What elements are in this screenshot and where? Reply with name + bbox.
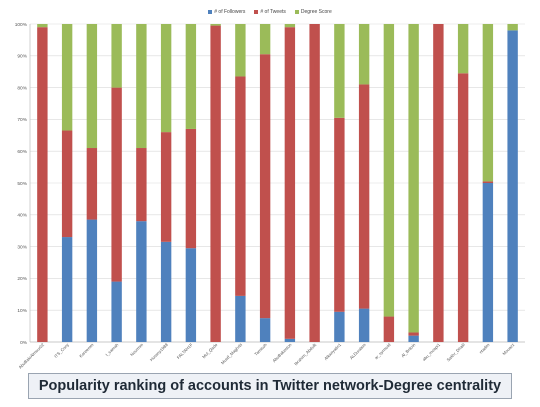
bar-segment-followers — [185, 248, 197, 342]
x-tick-label: Kareemm — [78, 342, 95, 359]
bar-segment-degree — [358, 24, 370, 85]
chart-area: # of Followers # of Tweets Degree Score … — [0, 9, 540, 370]
bar-segment-tweets — [284, 27, 296, 339]
bar-segment-followers — [111, 281, 122, 342]
bar-segment-degree — [507, 24, 518, 31]
bar-segment-followers — [136, 221, 147, 342]
y-tick-label: 70% — [17, 117, 27, 123]
bar-segment-degree — [111, 24, 122, 88]
bar-segment-followers — [358, 308, 370, 342]
y-tick-label: 0% — [20, 340, 28, 346]
bar-segment-tweets — [185, 128, 197, 249]
x-tick-label: Mustf_Maghrbi — [220, 342, 243, 365]
legend-swatch-tweets — [254, 10, 259, 14]
bar-segment-tweets — [309, 24, 320, 342]
x-tick-label: abu_moapi1 — [421, 342, 441, 362]
x-tick-label: I_samah — [104, 342, 119, 357]
y-tick-label: 80% — [17, 85, 27, 91]
x-tick-label: AbuBakrAlmour02 — [18, 342, 46, 370]
y-tick-label: 20% — [17, 276, 27, 282]
bar-segment-degree — [86, 24, 98, 149]
x-tick-label: Sakhr_Dhalil — [446, 342, 466, 362]
x-tick-label: Mouazz — [501, 342, 515, 356]
bar-segment-degree — [259, 24, 271, 55]
x-tick-label: ITS_Cony — [53, 342, 70, 359]
chart-caption: Popularity ranking of accounts in Twitte… — [28, 373, 512, 399]
y-tick-label: 100% — [15, 22, 28, 28]
bar-segment-degree — [160, 24, 172, 133]
y-tick-label: 10% — [17, 308, 27, 314]
legend-item-degree: Degree Score — [294, 9, 332, 15]
bar-segment-followers — [86, 219, 98, 342]
legend-item-tweets: # of Tweets — [254, 9, 286, 15]
bar-segment-followers — [408, 335, 419, 342]
bar-segment-tweets — [111, 87, 122, 282]
legend-label-degree: Degree Score — [300, 9, 332, 15]
legend-swatch-followers — [208, 10, 213, 14]
bar-segment-degree — [334, 24, 345, 118]
legend-label-followers: # of Followers — [214, 9, 246, 15]
x-tick-label: AbuBakeston — [271, 342, 293, 364]
bar-segment-tweets — [433, 24, 444, 342]
bar-segment-degree — [185, 24, 197, 129]
y-tick-label: 90% — [17, 54, 27, 60]
bar-segment-tweets — [334, 117, 345, 312]
x-tick-label: ntadim — [478, 342, 491, 355]
bar-segment-tweets — [210, 25, 221, 343]
bar-segment-tweets — [235, 76, 246, 296]
stacked-bar-chart: 0% 10% 20% 30% 40% 50% 60% 70% 80% 90% 100% AbuBakr… — [15, 22, 525, 370]
bar-segment-degree — [235, 24, 246, 77]
bar-segment-tweets — [457, 73, 469, 342]
legend-swatch-degree — [294, 10, 299, 14]
bar-segment-degree — [61, 24, 73, 131]
bar-segment-tweets — [86, 148, 98, 220]
x-tick-label: ALDuralsm — [349, 342, 368, 361]
bar-segment-tweets — [37, 27, 48, 343]
x-tick-label: Alkariyatin1 — [323, 342, 342, 361]
x-tick-label: Ibrahim_Abdulk — [293, 342, 318, 367]
bar-segment-degree — [408, 24, 419, 333]
bar-segment-degree — [457, 24, 469, 74]
bar-segment-followers — [61, 237, 73, 342]
legend-label-tweets: # of Tweets — [260, 9, 286, 15]
bar-segment-followers — [482, 183, 494, 342]
bar-segment-degree — [383, 24, 395, 317]
bar-segment-tweets — [136, 148, 147, 222]
bar-segment-tweets — [408, 332, 419, 336]
x-tick-label: Tamisoh — [253, 342, 268, 357]
y-tick-label: 40% — [17, 213, 27, 219]
x-tick-label: Mul_Qado — [201, 342, 219, 360]
bar-segment-followers — [284, 338, 296, 342]
legend: # of Followers # of Tweets Degree Score — [0, 9, 540, 15]
bar-segment-tweets — [358, 84, 370, 309]
bar-segment-tweets — [259, 54, 271, 319]
bar-segment-degree — [37, 24, 48, 28]
bar-segment-tweets — [160, 132, 172, 242]
y-tick-label: 60% — [17, 149, 27, 155]
x-tick-label: Hossny1988 — [149, 342, 169, 362]
bar-segment-degree — [136, 24, 147, 149]
bar-segment-followers — [160, 241, 172, 342]
bar-segment-degree — [284, 24, 296, 28]
bar-segment-followers — [507, 30, 518, 343]
bar-segment-followers — [334, 311, 345, 342]
bar-segment-tweets — [383, 316, 395, 342]
bar-segment-degree — [482, 24, 494, 182]
bar-segment-followers — [259, 318, 271, 342]
legend-item-followers: # of Followers — [208, 9, 245, 15]
x-tick-label: FALTAH1F — [176, 342, 194, 360]
x-tick-label: Nourmm — [129, 342, 144, 357]
y-tick-label: 30% — [17, 244, 27, 250]
y-tick-label: 50% — [17, 181, 27, 187]
bar-segment-followers — [235, 295, 246, 342]
bar-segment-tweets — [61, 130, 73, 238]
x-tick-label: Al_Britoin — [400, 342, 417, 359]
bar-segment-degree — [210, 24, 221, 26]
bar-segment-tweets — [482, 181, 494, 183]
x-tick-label: ar_syrmuld — [373, 342, 392, 361]
